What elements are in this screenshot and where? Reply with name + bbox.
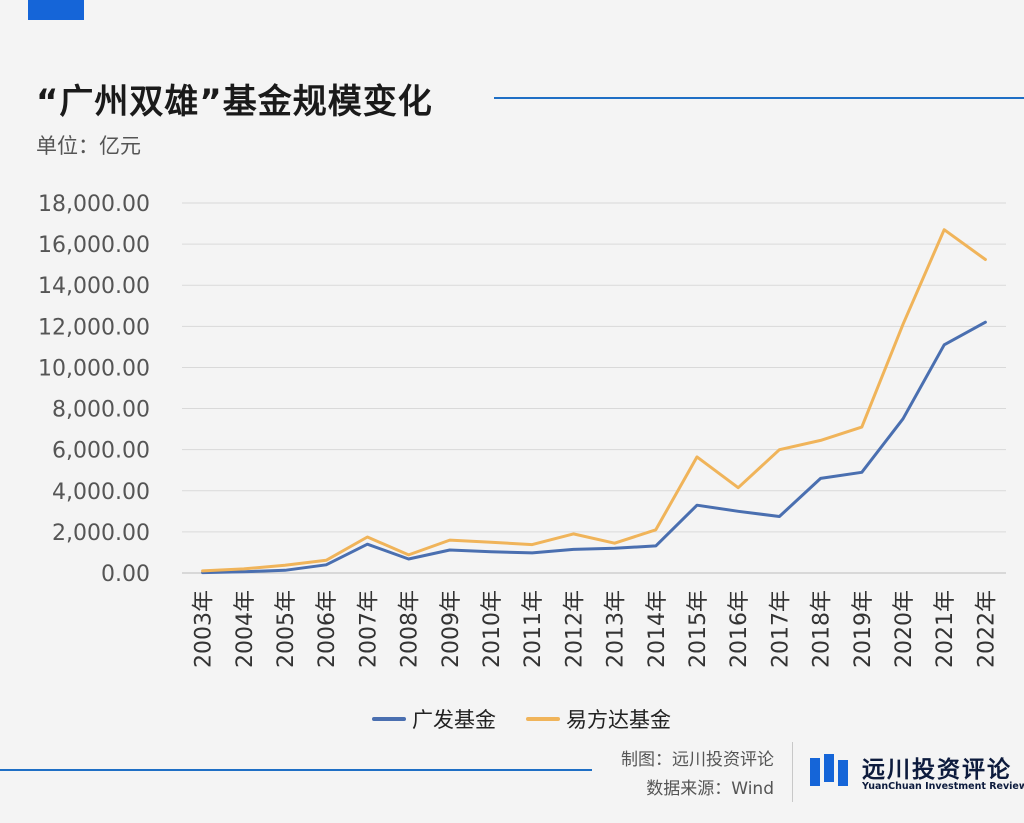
x-tick-label: 2014年	[645, 590, 670, 668]
y-tick-label: 6,000.00	[52, 439, 150, 464]
brand-logo-icon	[810, 754, 848, 786]
credit-source: 数据来源：Wind	[646, 779, 774, 799]
x-tick-label: 2019年	[851, 590, 876, 668]
legend-item-yfd: 易方达基金	[526, 704, 671, 734]
legend-label-yfd: 易方达基金	[566, 708, 671, 732]
title-rule	[494, 97, 1024, 99]
legend-swatch-gf	[372, 717, 406, 721]
legend: 广发基金 易方达基金	[372, 704, 671, 734]
credit-maker: 制图：远川投资评论	[621, 750, 774, 770]
x-tick-label: 2011年	[521, 590, 546, 668]
x-tick-label: 2003年	[192, 590, 217, 668]
legend-item-gf: 广发基金	[372, 704, 496, 734]
x-tick-label: 2008年	[398, 590, 423, 668]
x-tick-label: 2007年	[356, 590, 381, 668]
x-tick-label: 2010年	[480, 590, 505, 668]
x-tick-label: 2021年	[933, 590, 958, 668]
y-tick-label: 2,000.00	[52, 521, 150, 546]
x-tick-label: 2017年	[768, 590, 793, 668]
x-tick-label: 2018年	[810, 590, 835, 668]
legend-label-gf: 广发基金	[412, 708, 496, 732]
line-chart: 0.00 2,000.00 4,000.00 6,000.00 8,000.00 10,0…	[38, 192, 1006, 668]
y-tick-label: 0.00	[101, 562, 150, 587]
series-lines	[201, 228, 987, 575]
x-axis-ticks: 2003年 2004年 2005年 2006年 2007年 2008年 2009年 2010年…	[192, 590, 1000, 668]
x-tick-label: 2012年	[562, 590, 587, 668]
y-tick-label: 16,000.00	[38, 233, 150, 258]
unit-label: 单位：亿元	[36, 134, 141, 158]
header-accent-block	[28, 0, 84, 20]
x-tick-label: 2016年	[727, 590, 752, 668]
brand-name: 远川投资评论	[862, 757, 1012, 783]
gridlines	[182, 202, 1006, 574]
x-tick-label: 2004年	[233, 590, 258, 668]
y-axis-ticks: 0.00 2,000.00 4,000.00 6,000.00 8,000.00 10,0…	[38, 192, 150, 587]
y-tick-label: 8,000.00	[52, 398, 150, 423]
x-tick-label: 2013年	[604, 590, 629, 668]
footer-rule	[0, 769, 592, 771]
x-tick-label: 2020年	[892, 590, 917, 668]
y-tick-label: 18,000.00	[38, 192, 150, 217]
brand-subtitle: YuanChuan Investment Review	[862, 781, 1024, 792]
y-tick-label: 12,000.00	[38, 315, 150, 340]
x-tick-label: 2015年	[686, 590, 711, 668]
y-tick-label: 10,000.00	[38, 356, 150, 381]
x-tick-label: 2009年	[439, 590, 464, 668]
y-tick-label: 4,000.00	[52, 480, 150, 505]
series-line-yfd	[201, 228, 987, 573]
legend-swatch-yfd	[526, 717, 560, 721]
chart-title: “广州双雄”基金规模变化	[36, 82, 433, 122]
x-tick-label: 2022年	[974, 590, 999, 668]
x-tick-label: 2005年	[274, 590, 299, 668]
y-tick-label: 14,000.00	[38, 274, 150, 299]
footer-divider	[792, 742, 793, 802]
x-tick-label: 2006年	[315, 590, 340, 668]
series-line-gf	[201, 320, 987, 575]
